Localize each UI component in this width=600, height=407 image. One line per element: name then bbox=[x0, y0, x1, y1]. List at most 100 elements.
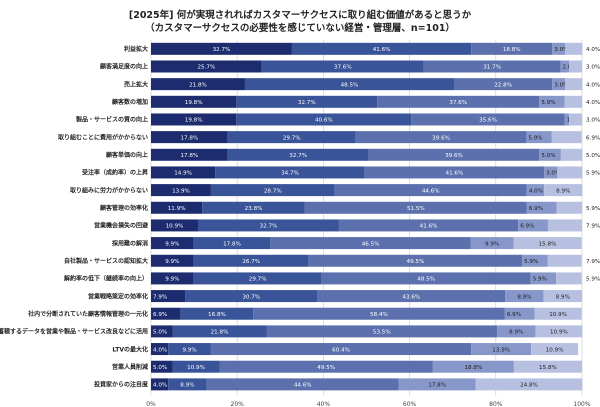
data-label: 5.0% bbox=[541, 153, 555, 159]
data-label: 5.9% bbox=[524, 259, 538, 265]
data-label: 4.0% bbox=[586, 100, 600, 106]
data-label: 10.9% bbox=[166, 224, 184, 230]
bar-segment bbox=[539, 148, 561, 161]
data-label: 17.8% bbox=[223, 241, 241, 247]
data-label: 58.4% bbox=[370, 312, 388, 318]
bar-segment bbox=[497, 325, 536, 338]
data-label: 4.0% bbox=[153, 383, 167, 389]
bar-segment bbox=[151, 325, 173, 338]
category-label: 利益拡大 bbox=[123, 45, 148, 53]
bar-segment bbox=[291, 42, 472, 55]
bar-segment bbox=[151, 148, 228, 161]
data-label: 49.5% bbox=[317, 365, 335, 371]
bar-segment bbox=[569, 60, 582, 73]
data-label: 34.7% bbox=[281, 171, 299, 177]
bar-segment bbox=[172, 325, 267, 338]
data-label: 44.6% bbox=[422, 188, 440, 194]
data-label: 10.9% bbox=[549, 312, 567, 318]
bar-segment bbox=[151, 378, 169, 391]
data-label: 6.9% bbox=[586, 135, 600, 141]
bar-segment bbox=[193, 254, 309, 267]
data-label: 8.9% bbox=[556, 188, 570, 194]
bar-segment bbox=[560, 148, 583, 161]
data-label: 7.9% bbox=[586, 259, 600, 265]
category-label: 解約率の低下（継続率の向上） bbox=[64, 275, 148, 283]
bar-segment bbox=[453, 78, 553, 91]
bar-segment bbox=[513, 237, 582, 250]
data-label: 8.9% bbox=[517, 294, 531, 300]
data-label: 5.0% bbox=[153, 330, 167, 336]
category-label: 投資家からの注目度 bbox=[94, 381, 149, 389]
data-label: 10.9% bbox=[550, 330, 568, 336]
bar-segment bbox=[526, 201, 557, 214]
category-label: 顧客管理の効率化 bbox=[100, 204, 148, 212]
bar-segment bbox=[151, 307, 181, 320]
bar-segment bbox=[552, 78, 566, 91]
data-label: 6.9% bbox=[153, 312, 167, 318]
bar-segment bbox=[151, 360, 173, 373]
bar-segment bbox=[547, 219, 582, 232]
data-label: 48.5% bbox=[417, 277, 435, 283]
data-label: 19.8% bbox=[185, 118, 203, 124]
bar-segment bbox=[355, 131, 527, 144]
data-label: 32.7% bbox=[260, 224, 278, 230]
chart-title: [2025年] 何が実現されればカスタマーサクセスに取り組む価値があると思うか bbox=[128, 10, 472, 21]
bar-segment bbox=[544, 184, 583, 197]
bar-segment bbox=[210, 343, 472, 356]
category-label: 取り組むことに費用がかからない bbox=[58, 133, 148, 141]
data-label: 4.0% bbox=[586, 82, 600, 88]
data-label: 6.9% bbox=[529, 206, 543, 212]
data-label: 4.0% bbox=[529, 188, 543, 194]
bar-segment bbox=[543, 290, 582, 303]
bar-segment bbox=[551, 131, 582, 144]
data-label: 14.9% bbox=[174, 171, 192, 177]
data-label: 17.8% bbox=[180, 135, 198, 141]
data-label: 16.8% bbox=[208, 312, 226, 318]
bar-segment bbox=[193, 237, 271, 250]
bar-segment bbox=[411, 113, 565, 126]
data-label: 4.0% bbox=[586, 47, 600, 53]
bar-segment bbox=[308, 254, 523, 267]
bar-segment bbox=[197, 219, 339, 232]
bar-segment bbox=[151, 131, 228, 144]
data-label: 17.8% bbox=[428, 383, 446, 389]
bar-segment bbox=[526, 131, 552, 144]
bar-segment bbox=[219, 360, 433, 373]
category-label: LTVの最大化 bbox=[112, 345, 148, 353]
bar-segment bbox=[202, 201, 305, 214]
data-label: 49.5% bbox=[407, 259, 425, 265]
bar-segment bbox=[193, 272, 322, 285]
data-label: 3.0% bbox=[554, 47, 568, 53]
data-label: 8.9% bbox=[556, 294, 570, 300]
data-label: 10.9% bbox=[546, 347, 564, 353]
bar-segment bbox=[432, 360, 514, 373]
data-label: 32.7% bbox=[289, 153, 307, 159]
bar-segment bbox=[505, 290, 544, 303]
bar-segment bbox=[539, 95, 565, 108]
category-label: 売上拡大 bbox=[123, 80, 148, 88]
bar-segment bbox=[565, 42, 583, 55]
category-label: 顧客満足度の向上 bbox=[100, 63, 148, 71]
bar-segment bbox=[535, 325, 583, 338]
bar-segment bbox=[244, 78, 454, 91]
bar-segment bbox=[552, 42, 566, 55]
bar-segment bbox=[556, 272, 582, 285]
data-label: 29.7% bbox=[249, 277, 267, 283]
data-label: 13.9% bbox=[492, 347, 510, 353]
data-label: 3.0% bbox=[554, 82, 568, 88]
data-label: 26.7% bbox=[242, 259, 260, 265]
data-label: 37.6% bbox=[449, 100, 467, 106]
data-label: 8.9% bbox=[509, 330, 523, 336]
bar-segment bbox=[151, 95, 237, 108]
data-label: 40.6% bbox=[315, 118, 333, 124]
bar-segment bbox=[526, 184, 545, 197]
category-label: 営業戦略策定の効率化 bbox=[88, 292, 148, 300]
data-label: 11.9% bbox=[168, 206, 186, 212]
bar-segment bbox=[531, 343, 579, 356]
data-label: 5.9% bbox=[528, 135, 542, 141]
data-label: 41.6% bbox=[373, 47, 391, 53]
data-label: 7.9% bbox=[586, 224, 600, 230]
data-label: 6.9% bbox=[507, 312, 521, 318]
data-label: 28.7% bbox=[264, 188, 282, 194]
bar-segment bbox=[227, 148, 369, 161]
